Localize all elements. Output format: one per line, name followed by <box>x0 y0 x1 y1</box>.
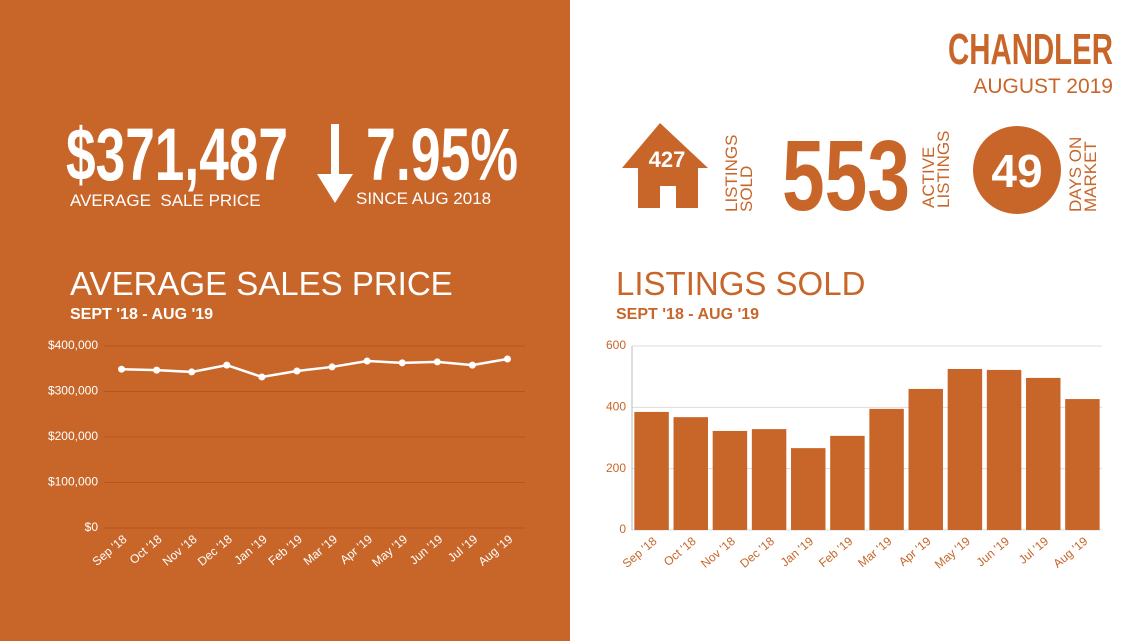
active-listings-label: LISTINGS <box>934 131 953 208</box>
bar <box>712 430 748 530</box>
chart-subtitle: SEPT '18 - AUG '19 <box>70 306 213 323</box>
y-tick-label: $200,000 <box>48 429 98 443</box>
bar <box>791 448 826 530</box>
y-tick-label: 400 <box>606 400 626 414</box>
bar <box>947 369 983 530</box>
days-on-market-label: DAYS ON <box>1066 137 1085 212</box>
change: 7.95% <box>366 113 518 196</box>
y-tick-label: $300,000 <box>48 384 98 398</box>
bar <box>673 417 708 530</box>
days-on-market-label: MARKET <box>1081 141 1100 212</box>
city: CHANDLER <box>948 25 1113 74</box>
y-tick-label: 0 <box>619 522 626 536</box>
bar <box>869 408 904 530</box>
left-panel <box>0 0 570 641</box>
down-arrow <box>317 124 353 203</box>
y-tick-label: $400,000 <box>48 338 98 352</box>
point <box>503 355 511 363</box>
house-icon <box>622 123 708 208</box>
chart-title: AVERAGE SALES PRICE <box>70 265 453 302</box>
active-listings-label: ACTIVE <box>919 147 938 208</box>
bar <box>1065 399 1100 530</box>
y-tick-label: $0 <box>85 520 99 534</box>
point <box>293 367 301 375</box>
point <box>398 359 406 367</box>
point <box>328 363 336 371</box>
bar <box>634 411 669 530</box>
chart-title: LISTINGS SOLD <box>616 265 865 302</box>
chart-subtitle: SEPT '18 - AUG '19 <box>616 306 759 323</box>
bar <box>986 369 1022 530</box>
listings-sold: 427 <box>649 147 686 172</box>
active-listings: 553 <box>782 120 910 232</box>
date: AUGUST 2019 <box>973 75 1113 98</box>
avg-price: $371,487 <box>66 113 288 196</box>
avg-price-label: AVERAGE SALE PRICE <box>70 191 261 210</box>
change-label: SINCE AUG 2018 <box>356 189 491 208</box>
y-tick-label: 200 <box>606 461 626 475</box>
bar <box>1026 377 1061 530</box>
point <box>468 361 476 369</box>
listings-sold-label: SOLD <box>737 166 756 212</box>
bar <box>908 388 943 530</box>
bar <box>830 435 865 530</box>
point <box>223 361 231 369</box>
point <box>433 358 441 366</box>
y-tick-label: 600 <box>606 338 626 352</box>
y-tick-label: $100,000 <box>48 475 98 489</box>
days-circle <box>973 126 1061 214</box>
listings-sold-label: LISTINGS <box>722 135 741 212</box>
point <box>188 368 196 376</box>
point <box>118 365 126 373</box>
point <box>363 357 371 365</box>
point <box>153 366 161 374</box>
point <box>258 373 266 381</box>
bar <box>751 429 787 530</box>
right-panel <box>570 0 1140 641</box>
days-on-market: 49 <box>991 145 1042 197</box>
line <box>121 357 508 379</box>
